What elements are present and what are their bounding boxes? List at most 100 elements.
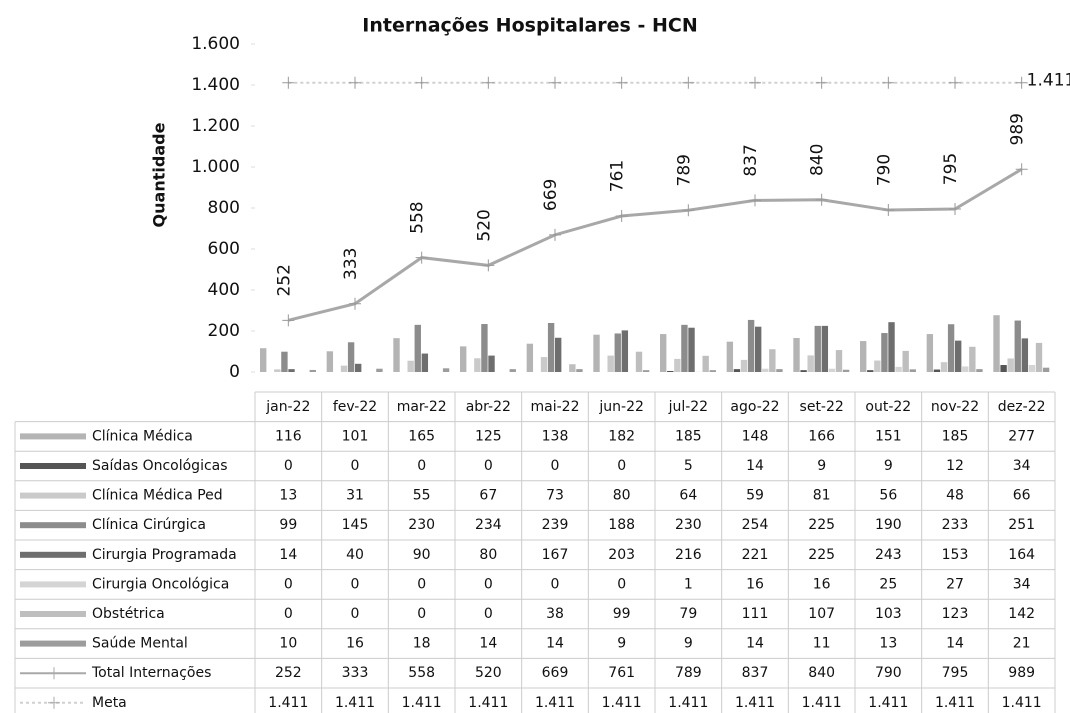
x-tick-label: dez-22 — [998, 399, 1046, 415]
bar — [1000, 365, 1007, 372]
legend-swatch — [20, 463, 86, 469]
marker — [615, 76, 628, 89]
bar — [674, 358, 681, 372]
bar — [547, 323, 555, 372]
bar — [309, 369, 316, 372]
table-cell: 99 — [279, 517, 297, 533]
x-tick-label: ago-22 — [730, 399, 779, 415]
table-cell: 40 — [346, 547, 364, 563]
table-cell: 142 — [1008, 606, 1035, 622]
bar — [969, 346, 976, 372]
bar — [347, 342, 355, 372]
table-cell: 0 — [617, 576, 626, 592]
legend-label: Saídas Oncológicas — [92, 458, 228, 474]
table-cell: 153 — [942, 547, 969, 563]
marker — [815, 193, 828, 206]
table-cell: 90 — [413, 547, 431, 563]
bar — [281, 351, 288, 372]
bar — [540, 357, 548, 372]
table-cell: 9 — [817, 458, 826, 474]
bar — [642, 370, 650, 372]
bar — [993, 315, 1000, 372]
table-cell: 10 — [279, 636, 297, 652]
table-cell: 251 — [1008, 517, 1035, 533]
marker — [1015, 163, 1028, 176]
bar — [902, 350, 909, 372]
bar — [740, 359, 748, 372]
bar — [660, 334, 667, 372]
x-tick-label: jan-22 — [265, 399, 310, 415]
table-cell: 64 — [679, 488, 697, 504]
bar — [793, 337, 800, 372]
bar — [1014, 320, 1021, 372]
table-cell: 1.411 — [535, 695, 575, 711]
data-label: 669 — [541, 179, 561, 211]
table-cell: 16 — [746, 576, 764, 592]
table-cell: 151 — [875, 428, 902, 444]
table-cell: 989 — [1008, 665, 1035, 681]
table-cell: 243 — [875, 547, 902, 563]
table-cell: 13 — [879, 636, 897, 652]
data-label: 252 — [274, 264, 294, 296]
table-cell: 233 — [942, 517, 969, 533]
bar — [947, 324, 955, 372]
table-cell: 34 — [1013, 576, 1031, 592]
bar — [288, 369, 295, 372]
bar — [762, 368, 769, 372]
marker — [882, 76, 895, 89]
bar — [702, 355, 709, 372]
marker — [349, 76, 361, 89]
bar — [828, 368, 836, 372]
table-cell: 25 — [879, 576, 897, 592]
bar — [667, 370, 674, 372]
bar — [681, 324, 688, 372]
table-cell: 1.411 — [802, 695, 842, 711]
table-cell: 56 — [879, 488, 897, 504]
legend-label: Cirurgia Oncológica — [92, 576, 229, 592]
table-cell: 795 — [942, 665, 969, 681]
data-label: 837 — [741, 144, 761, 176]
x-tick-label: mai-22 — [531, 399, 580, 415]
table-cell: 99 — [613, 606, 631, 622]
y-axis-label: Quantidade — [150, 122, 169, 227]
legend-swatch — [20, 522, 86, 529]
x-tick-label: jun-22 — [598, 399, 644, 415]
table-cell: 0 — [617, 458, 626, 474]
bar — [821, 325, 829, 372]
bar — [814, 325, 821, 372]
x-tick-label: fev-22 — [333, 399, 377, 415]
table-cell: 234 — [475, 517, 502, 533]
table-cell: 0 — [484, 576, 493, 592]
table-cell: 185 — [942, 428, 969, 444]
table-cell: 55 — [413, 488, 431, 504]
table-cell: 59 — [746, 488, 764, 504]
table-cell: 11 — [813, 636, 831, 652]
bar — [326, 351, 334, 372]
bar — [355, 363, 362, 372]
y-tick-label: 1.000 — [191, 157, 240, 177]
bar — [555, 337, 562, 372]
bar — [895, 366, 902, 372]
data-label: 840 — [808, 144, 828, 176]
table-cell: 111 — [742, 606, 769, 622]
marker — [882, 204, 895, 217]
table-cell: 9 — [684, 636, 693, 652]
table-cell: 225 — [808, 517, 835, 533]
bar — [509, 369, 516, 372]
marker — [349, 297, 361, 310]
table-cell: 9 — [617, 636, 626, 652]
legend-swatch — [20, 433, 86, 440]
marker — [482, 259, 495, 272]
legend-label: Clínica Cirúrgica — [92, 517, 206, 533]
x-tick-label: mar-22 — [397, 399, 447, 415]
bar — [881, 333, 888, 372]
table-cell: 14 — [479, 636, 497, 652]
table-cell: 182 — [608, 428, 635, 444]
data-label: 789 — [674, 154, 694, 186]
bar — [747, 319, 755, 372]
table-cell: 123 — [942, 606, 969, 622]
table-cell: 0 — [484, 606, 493, 622]
table-cell: 18 — [413, 636, 431, 652]
bar — [755, 326, 762, 372]
